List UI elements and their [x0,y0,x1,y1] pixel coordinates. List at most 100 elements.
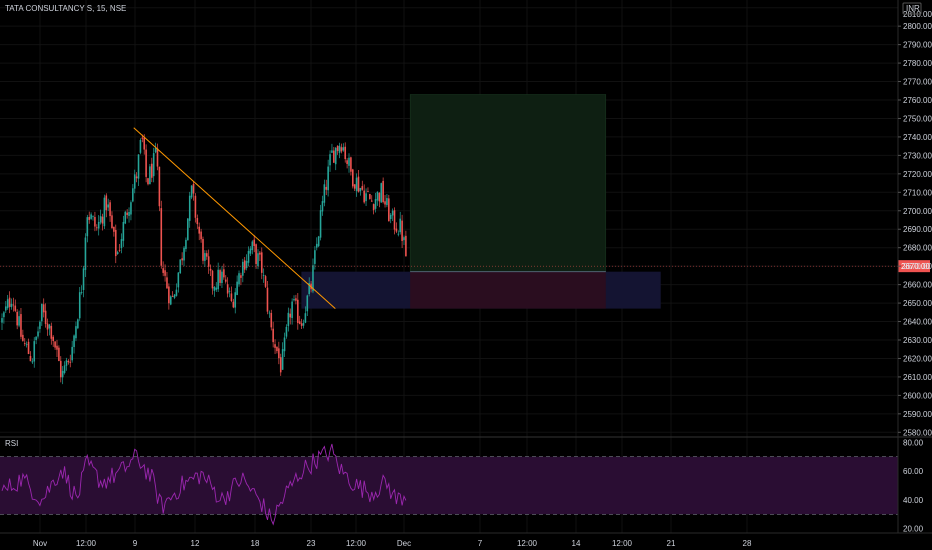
candle-body[interactable] [185,239,187,249]
candle-body[interactable] [58,347,60,362]
candle-body[interactable] [164,270,166,276]
candle-body[interactable] [308,283,310,295]
candle-body[interactable] [247,251,250,263]
candle-body[interactable] [397,233,400,235]
candle-body[interactable] [190,185,193,198]
candle-body[interactable] [103,197,106,227]
candle-body[interactable] [378,192,381,202]
candle-body[interactable] [357,176,360,192]
candle-body[interactable] [372,204,375,211]
candle-body[interactable] [154,147,157,153]
candle-body[interactable] [245,261,248,269]
candle-body[interactable] [8,297,11,307]
candle-body[interactable] [376,191,379,201]
candle-body[interactable] [323,184,326,203]
candle-body[interactable] [166,277,168,289]
candle-body[interactable] [59,360,62,378]
candle-body[interactable] [213,287,216,291]
candle-body[interactable] [126,212,128,215]
candle-body[interactable] [196,218,199,225]
candle-body[interactable] [403,237,405,241]
candle-body[interactable] [137,154,140,179]
candle-body[interactable] [348,157,350,166]
candle-body[interactable] [116,252,119,254]
candle-body[interactable] [20,314,22,337]
candle-body[interactable] [291,301,293,318]
candle-body[interactable] [351,169,354,187]
candle-body[interactable] [211,270,214,289]
candle-body[interactable] [306,295,309,312]
candle-body[interactable] [124,211,127,224]
candle-body[interactable] [143,137,146,150]
candle-body[interactable] [4,306,7,311]
candle-body[interactable] [198,226,201,234]
candle-body[interactable] [46,323,49,330]
candle-body[interactable] [194,195,197,218]
candle-body[interactable] [228,290,231,292]
candle-body[interactable] [221,271,223,284]
candle-body[interactable] [327,166,329,191]
candle-body[interactable] [14,305,17,311]
candle-body[interactable] [29,356,32,362]
candle-body[interactable] [107,204,109,208]
candle-body[interactable] [234,292,237,308]
candle-body[interactable] [139,139,142,153]
candle-body[interactable] [230,293,233,302]
candle-body[interactable] [54,341,56,348]
candle-body[interactable] [380,183,383,203]
candle-body[interactable] [251,241,254,251]
candle-body[interactable] [101,216,104,224]
candle-body[interactable] [321,201,324,212]
candle-body[interactable] [175,289,178,296]
candle-body[interactable] [255,244,257,264]
trendline[interactable] [133,127,336,309]
candle-body[interactable] [249,248,252,254]
candle-body[interactable] [65,360,68,366]
candle-body[interactable] [243,260,246,270]
candle-body[interactable] [128,211,130,216]
candle-body[interactable] [147,178,149,185]
candle-body[interactable] [77,319,79,329]
candle-body[interactable] [181,258,183,261]
candle-body[interactable] [33,341,36,362]
candle-body[interactable] [272,328,274,343]
candle-body[interactable] [97,221,100,229]
candle-body[interactable] [388,198,390,222]
candle-body[interactable] [219,270,221,283]
candle-body[interactable] [132,188,134,202]
candle-body[interactable] [156,148,159,167]
candle-body[interactable] [287,312,290,327]
candle-body[interactable] [405,235,407,257]
candle-body[interactable] [340,147,343,152]
candle-body[interactable] [302,322,305,326]
candle-body[interactable] [217,269,219,290]
candle-body[interactable] [16,311,18,326]
candle-body[interactable] [399,218,402,233]
candle-body[interactable] [130,202,132,215]
candle-body[interactable] [48,324,51,329]
candle-body[interactable] [78,292,81,319]
candle-body[interactable] [188,195,191,221]
rsi-indicator[interactable] [0,436,932,526]
candle-body[interactable] [338,145,341,153]
candle-body[interactable] [141,137,144,139]
candle-body[interactable] [274,344,276,348]
candle-body[interactable] [334,147,337,165]
candle-body[interactable] [192,183,195,194]
candle-body[interactable] [384,201,386,205]
candle-body[interactable] [205,253,208,257]
candle-body[interactable] [264,276,267,287]
candle-body[interactable] [207,256,210,267]
candle-body[interactable] [369,193,371,199]
candle-body[interactable] [270,313,273,328]
candle-body[interactable] [359,188,362,192]
candle-body[interactable] [56,345,58,350]
candle-body[interactable] [86,217,89,237]
candle-body[interactable] [171,296,174,297]
candle-body[interactable] [200,231,202,240]
candle-body[interactable] [18,316,20,326]
currency-badge[interactable]: INR [902,2,922,15]
candle-body[interactable] [10,303,13,308]
candle-body[interactable] [386,198,388,206]
